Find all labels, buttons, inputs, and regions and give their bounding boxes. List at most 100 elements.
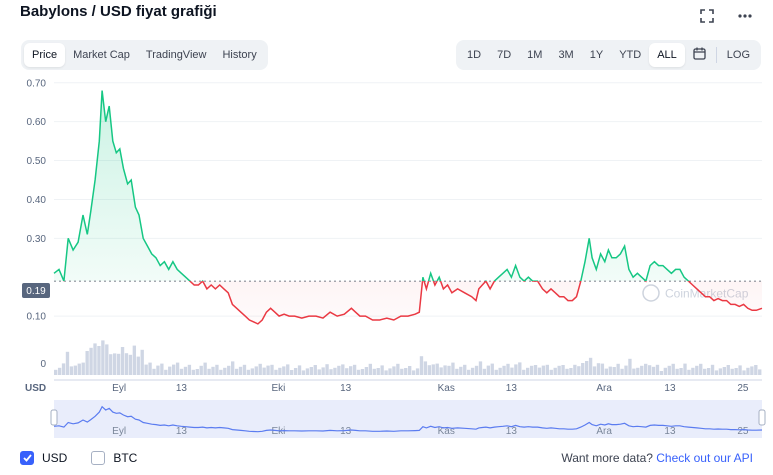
volume-bar xyxy=(463,364,467,375)
volume-bar xyxy=(89,347,93,375)
volume-bar xyxy=(274,369,278,375)
volume-bar xyxy=(242,364,247,375)
volume-bar xyxy=(557,365,561,375)
volume-bar xyxy=(671,363,675,375)
log-scale-button[interactable]: LOG xyxy=(726,49,750,61)
volume-bar xyxy=(286,364,290,375)
volume-bar xyxy=(663,367,668,375)
volume-bar xyxy=(317,369,321,375)
volume-bar xyxy=(600,363,605,375)
volume-bar xyxy=(136,356,140,375)
volume-bar xyxy=(427,365,432,375)
volume-bar xyxy=(541,365,546,375)
volume-bar xyxy=(120,347,125,375)
navigator-left-handle[interactable] xyxy=(50,409,58,426)
tab-market-cap[interactable]: Market Cap xyxy=(73,49,130,61)
volume-bar xyxy=(270,364,274,375)
volume-bar xyxy=(742,370,746,375)
volume-bar xyxy=(364,367,369,375)
volume-bar xyxy=(569,368,573,375)
volume-bar xyxy=(738,365,742,375)
volume-bar xyxy=(561,365,565,375)
x-tick-label: Ara xyxy=(596,383,612,394)
api-link[interactable]: Check out our API xyxy=(656,451,753,465)
volume-bar xyxy=(620,368,624,375)
volume-bar xyxy=(254,366,258,375)
volume-bar xyxy=(109,354,113,375)
more-dots-icon[interactable] xyxy=(735,6,755,26)
navigator-right-handle[interactable] xyxy=(758,409,766,426)
volume-bar xyxy=(160,363,164,375)
range-all[interactable]: ALL xyxy=(649,43,685,67)
price-chart[interactable]: 0.700.600.500.400.300.10 CoinMarketCap 0… xyxy=(0,75,773,440)
y-tick-label: 0.30 xyxy=(27,234,47,245)
volume-bar xyxy=(172,364,176,375)
volume-bar xyxy=(695,365,699,375)
volume-bar xyxy=(113,353,117,375)
tab-tradingview[interactable]: TradingView xyxy=(145,49,207,61)
volume-bar xyxy=(290,370,294,375)
volume-bar xyxy=(498,367,502,375)
range-1m[interactable]: 1M xyxy=(527,49,543,61)
volume-bar xyxy=(164,369,168,375)
btc-checkbox[interactable]: BTC xyxy=(91,451,137,465)
tab-price[interactable]: Price xyxy=(24,43,66,67)
chart-footer: USD BTC Want more data? Check out our AP… xyxy=(20,448,753,468)
volume-bar xyxy=(345,368,349,375)
volume-bar xyxy=(651,366,656,375)
volume-bar xyxy=(349,366,353,375)
volume-bar xyxy=(667,365,671,375)
navigator-ticks: Eyl 13 Eki 13 Kas 13 Ara 13 25 xyxy=(112,426,749,437)
range-3m[interactable]: 3M xyxy=(558,49,574,61)
volume-bar xyxy=(526,367,530,375)
volume-bar xyxy=(518,362,522,375)
volume-bar xyxy=(262,367,266,375)
x-tick-label: 13 xyxy=(340,383,352,394)
y-tick-label: 0.70 xyxy=(27,78,47,89)
usd-checkbox[interactable]: USD xyxy=(20,451,67,465)
baseline-label: 0.19 xyxy=(22,283,50,298)
price-areas xyxy=(54,90,762,324)
volume-bar xyxy=(388,368,392,375)
volume-bar xyxy=(683,363,687,375)
range-ytd[interactable]: YTD xyxy=(619,49,642,61)
volume-bar xyxy=(482,368,487,375)
volume-bar xyxy=(494,369,498,375)
x-tick-label: 13 xyxy=(664,383,676,394)
checkbox-checked-icon xyxy=(20,451,34,465)
volume-bar xyxy=(301,370,306,375)
fullscreen-icon[interactable] xyxy=(697,6,717,26)
range-1d[interactable]: 1D xyxy=(467,49,482,61)
x-tick-label: Kas xyxy=(438,383,455,394)
volume-bar xyxy=(565,368,569,375)
volume-bar xyxy=(624,365,628,375)
volume-bar xyxy=(156,365,160,375)
tab-history[interactable]: History xyxy=(222,49,257,61)
navigator[interactable]: Eyl 13 Eki 13 Kas 13 Ara 13 25 xyxy=(50,400,766,438)
volume-bar xyxy=(490,363,494,375)
range-1y[interactable]: 1Y xyxy=(589,49,604,61)
volume-bar xyxy=(459,366,463,375)
volume-bar xyxy=(93,343,97,375)
volume-bar xyxy=(431,364,435,375)
volume-bar xyxy=(687,369,691,375)
x-axis-ticks: Eyl 13 Eki 13 Kas 13 Ara 13 25 xyxy=(112,383,749,394)
y-tick-label: 0.60 xyxy=(27,117,47,128)
more-data-text: Want more data? Check out our API xyxy=(561,451,753,465)
baseline-label-bg xyxy=(22,283,50,298)
volume-bar xyxy=(455,368,459,375)
volume-bar xyxy=(746,367,750,375)
calendar-button[interactable] xyxy=(685,43,714,67)
more-data-label: Want more data? xyxy=(561,451,653,465)
volume-bar xyxy=(215,364,219,375)
volume-bar xyxy=(372,368,376,375)
x-tick-label: Eki xyxy=(271,383,285,394)
navigator-tick-label: 13 xyxy=(506,426,518,437)
volume-bar xyxy=(636,367,640,375)
volume-bar xyxy=(691,367,695,375)
volume-bar xyxy=(616,363,620,375)
volume-bar xyxy=(101,340,105,375)
volume-bar xyxy=(608,366,612,375)
range-7d[interactable]: 7D xyxy=(497,49,512,61)
volume-bar xyxy=(57,367,62,375)
